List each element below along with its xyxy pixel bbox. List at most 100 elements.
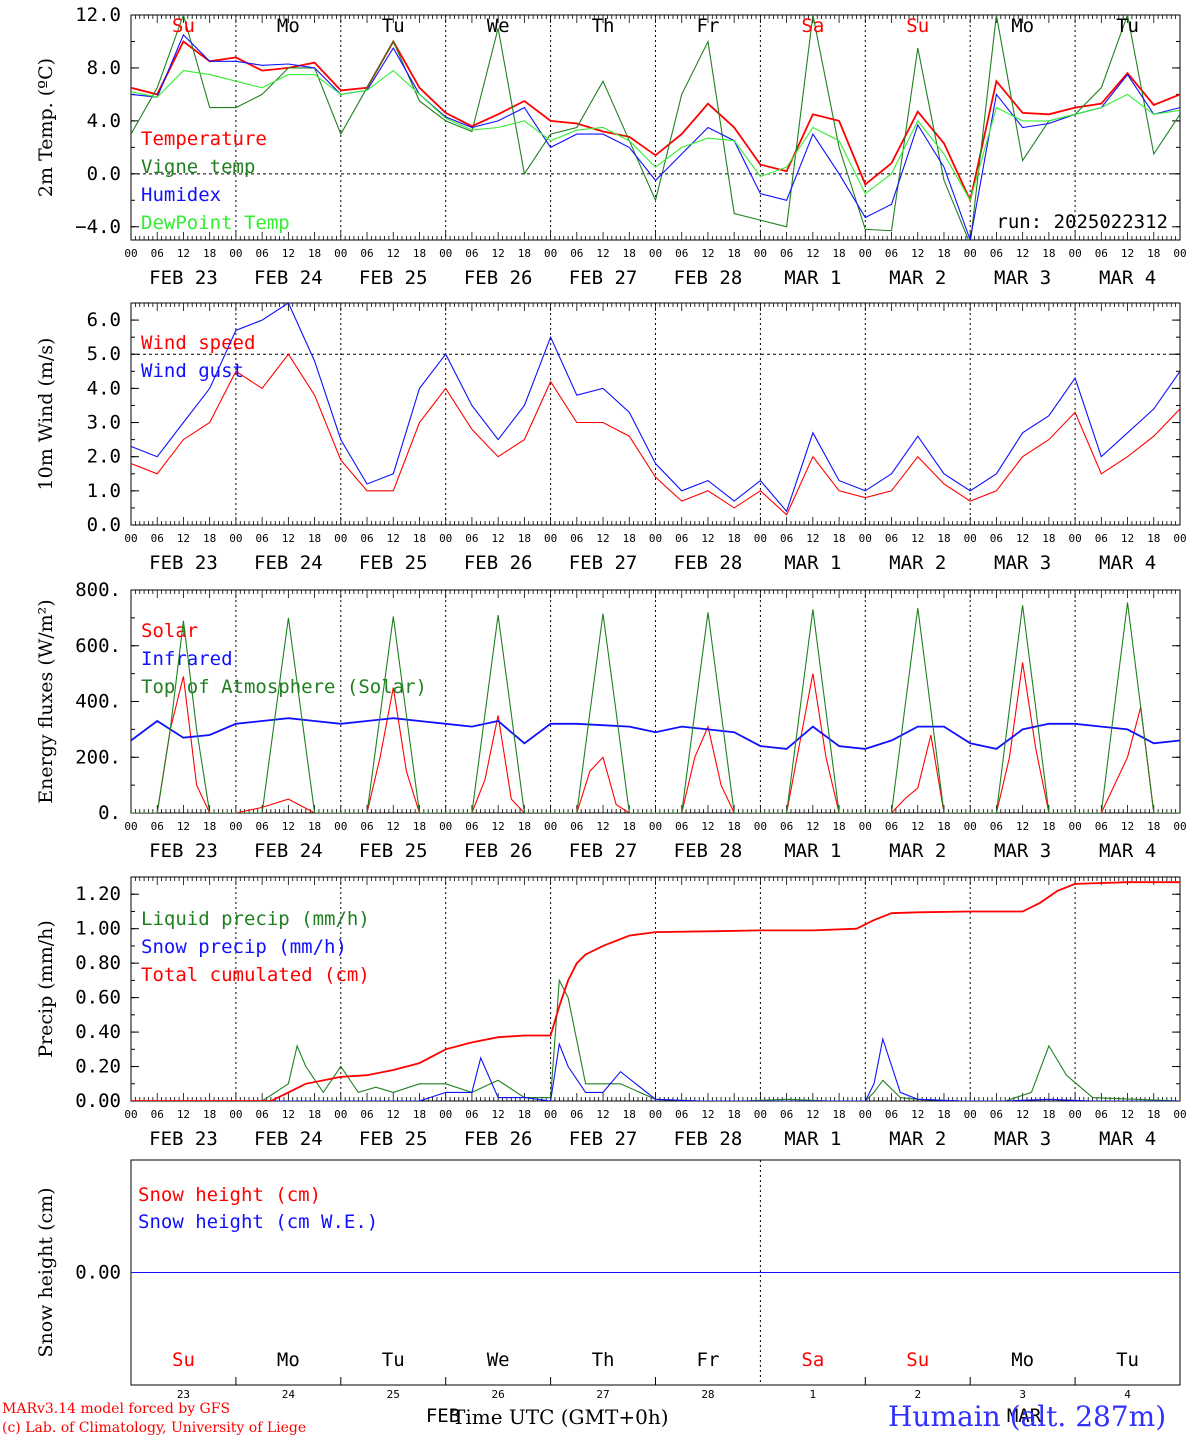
- hour-label: 18: [518, 820, 531, 833]
- hour-label: 12: [1121, 532, 1134, 545]
- hour-label: 12: [492, 532, 505, 545]
- hour-label: 06: [1095, 532, 1108, 545]
- hour-label: 00: [859, 532, 872, 545]
- month-label: FEB: [426, 1405, 460, 1427]
- hour-label: 18: [203, 820, 216, 833]
- y-tick-label: 0.00: [75, 1090, 121, 1112]
- day-number: 4: [1124, 1388, 1131, 1401]
- hour-label: 18: [1042, 247, 1055, 260]
- date-label: MAR 4: [1099, 1128, 1156, 1150]
- hour-label: 18: [308, 532, 321, 545]
- y-tick-label: 0.: [98, 802, 121, 824]
- legend-entry: Total cumulated (cm): [141, 964, 370, 986]
- panel-4: 00 06 12 18 00 06 12 18 00 06 12 18 00 06 12 18 00 06 12 18…: [35, 876, 1187, 1150]
- hour-label: 12: [806, 1108, 819, 1121]
- hour-label: 18: [203, 532, 216, 545]
- hour-label: 12: [701, 820, 714, 833]
- day-number: 27: [596, 1388, 609, 1401]
- legend-entry: Solar: [141, 620, 198, 642]
- date-label: MAR 3: [994, 1128, 1051, 1150]
- series-line: [131, 1036, 1180, 1101]
- hour-label: 06: [780, 1108, 793, 1121]
- hour-label: 18: [623, 820, 636, 833]
- hour-label: 18: [413, 532, 426, 545]
- hour-label: 12: [282, 247, 295, 260]
- hour-label: 06: [256, 532, 269, 545]
- hour-label: 06: [885, 532, 898, 545]
- date-label: FEB 25: [359, 552, 428, 574]
- date-label: FEB 26: [464, 552, 533, 574]
- day-name-bottom: Sa: [801, 1349, 824, 1371]
- y-tick-label: 0.0: [87, 514, 121, 536]
- hour-label: 00: [859, 1108, 872, 1121]
- hour-label: 00: [649, 820, 662, 833]
- hour-label: 00: [544, 247, 557, 260]
- hour-label: 18: [937, 532, 950, 545]
- hour-label: 18: [413, 820, 426, 833]
- hour-label: 06: [1095, 247, 1108, 260]
- hour-label: 18: [203, 1108, 216, 1121]
- hour-label: 00: [124, 820, 137, 833]
- hour-label: 06: [675, 532, 688, 545]
- hour-label: 12: [596, 1108, 609, 1121]
- y-axis-label: Snow height (cm): [35, 1187, 57, 1357]
- hour-label: 00: [649, 532, 662, 545]
- series-line: [131, 602, 1180, 813]
- hour-label: 18: [832, 247, 845, 260]
- day-number: 25: [387, 1388, 400, 1401]
- hour-label: 18: [1147, 532, 1160, 545]
- date-label: FEB 27: [569, 552, 638, 574]
- hour-label: 18: [1147, 247, 1160, 260]
- hour-label: 00: [649, 1108, 662, 1121]
- hour-label: 00: [439, 1108, 452, 1121]
- hour-label: 00: [859, 820, 872, 833]
- day-name: Th: [592, 15, 615, 37]
- legend-entry: DewPoint Temp: [141, 212, 290, 234]
- day-number: 23: [177, 1388, 190, 1401]
- day-name: Mo: [277, 15, 300, 37]
- day-number: 1: [810, 1388, 817, 1401]
- y-axis-label: 10m Wind (m/s): [35, 338, 57, 491]
- hour-label: 00: [439, 820, 452, 833]
- y-tick-label: 8.0: [87, 57, 121, 79]
- hour-label: 06: [1095, 820, 1108, 833]
- hour-label: 18: [832, 1108, 845, 1121]
- day-name-bottom: Su: [906, 1349, 929, 1371]
- day-name: Su: [906, 15, 929, 37]
- hour-label: 12: [911, 247, 924, 260]
- hour-label: 00: [124, 247, 137, 260]
- hour-label: 18: [1042, 1108, 1055, 1121]
- hour-label: 18: [518, 247, 531, 260]
- hour-label: 12: [911, 820, 924, 833]
- y-axis-label: Energy fluxes (W/m²): [35, 599, 57, 803]
- hour-label: 18: [623, 1108, 636, 1121]
- hour-label: 18: [518, 1108, 531, 1121]
- day-name-bottom: Th: [592, 1349, 615, 1371]
- hour-label: 00: [1068, 1108, 1081, 1121]
- series-line: [131, 353, 1180, 516]
- hour-label: 18: [937, 820, 950, 833]
- hour-label: 00: [1173, 820, 1186, 833]
- date-label: FEB 25: [359, 267, 428, 289]
- y-tick-label: 600.: [75, 635, 121, 657]
- hour-label: 12: [177, 820, 190, 833]
- hour-label: 12: [701, 1108, 714, 1121]
- y-tick-label: 0.00: [75, 1262, 121, 1284]
- y-tick-label: 800.: [75, 579, 121, 601]
- hour-label: 00: [229, 1108, 242, 1121]
- hour-label: 00: [334, 820, 347, 833]
- date-label: MAR 1: [784, 552, 841, 574]
- hour-label: 12: [492, 820, 505, 833]
- hour-label: 06: [256, 820, 269, 833]
- hour-label: 12: [282, 820, 295, 833]
- hour-label: 00: [1173, 247, 1186, 260]
- hour-label: 18: [728, 532, 741, 545]
- hour-label: 06: [465, 532, 478, 545]
- hour-label: 18: [308, 820, 321, 833]
- day-name: Sa: [801, 15, 824, 37]
- hour-label: 18: [308, 1108, 321, 1121]
- date-label: MAR 1: [784, 840, 841, 862]
- hour-label: 18: [413, 1108, 426, 1121]
- hour-label: 18: [832, 532, 845, 545]
